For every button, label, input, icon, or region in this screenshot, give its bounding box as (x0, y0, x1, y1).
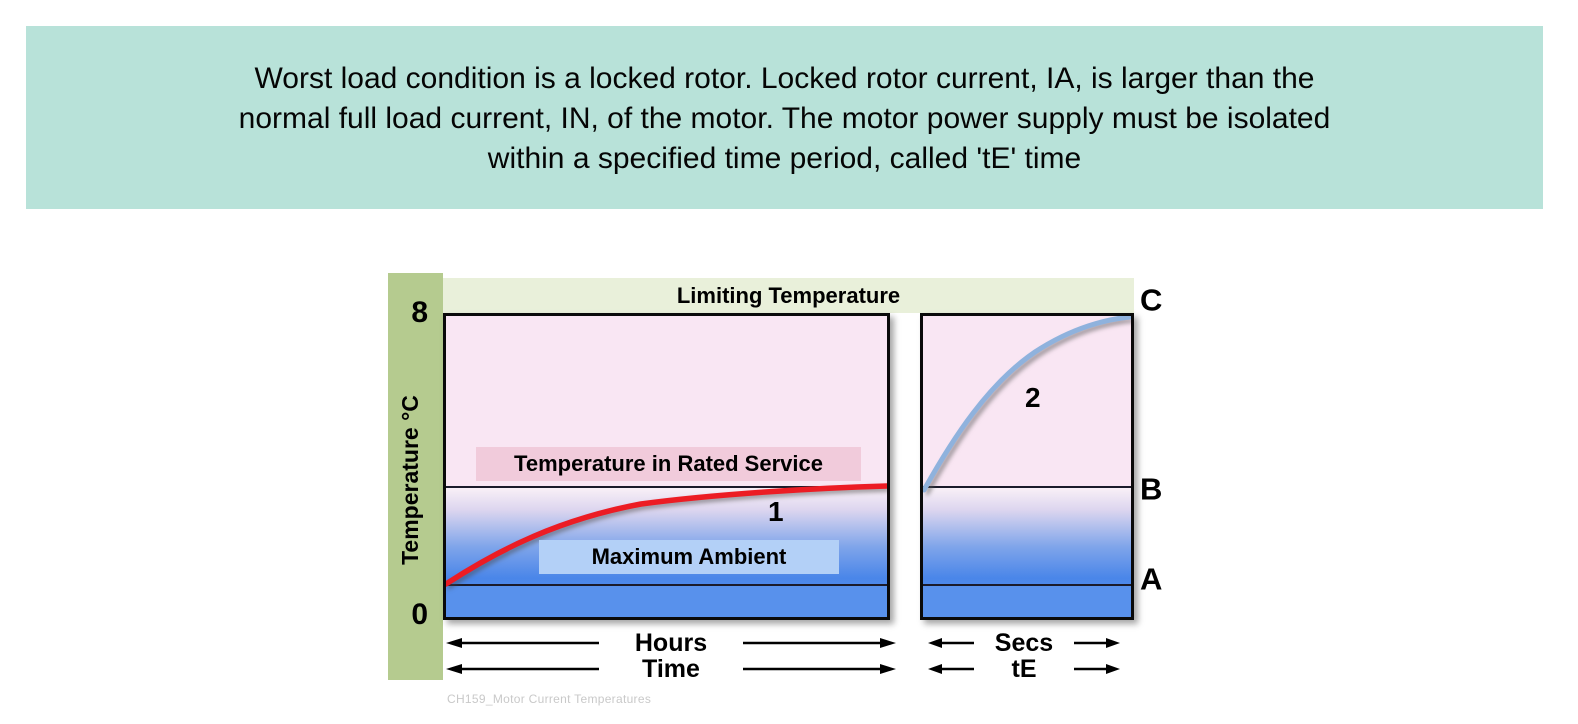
ambient-level-line (446, 584, 887, 586)
motor-temperature-diagram: 8 0 Temperature °C Limiting Temperature … (388, 273, 1178, 723)
point-label-b: B (1140, 471, 1163, 507)
hours-chart: Temperature in Rated Service Maximum Amb… (443, 313, 890, 620)
figure-caption: CH159_Motor Current Temperatures (447, 692, 652, 706)
left-arrow-icon (928, 638, 974, 648)
rated-service-level-line (923, 486, 1131, 488)
banner: Worst load condition is a locked rotor. … (26, 26, 1543, 209)
banner-text-line: within a specified time period, called '… (487, 142, 1082, 175)
secs-axis-row: Secs (928, 630, 1120, 656)
y-axis-sidebar (388, 273, 443, 680)
right-arrow-icon (743, 664, 896, 674)
time-axis-row: Time (446, 656, 896, 682)
banner-text-line: normal full load current, IN, of the mot… (238, 102, 1331, 135)
rated-service-heating-curve (446, 483, 887, 587)
ambient-gradient-zone (923, 488, 1131, 586)
curve-2-label: 2 (1025, 382, 1041, 413)
ambient-level-line (923, 584, 1131, 586)
hours-axis-label: Hours (634, 629, 708, 657)
time-axis-label: Time (642, 655, 700, 683)
te-axis-label: tE (1011, 655, 1037, 683)
hours-axis-row: Hours (446, 630, 896, 656)
below-ambient-zone (446, 586, 887, 617)
rated-service-level-line (446, 486, 887, 488)
maximum-ambient-label-box: Maximum Ambient (539, 540, 839, 574)
point-label-c: C (1140, 282, 1163, 318)
y-axis-top-tick: 8 (411, 296, 428, 329)
curve-1-label: 1 (768, 496, 784, 527)
point-label-a: A (1140, 561, 1163, 597)
limiting-temperature-band: Limiting Temperature (443, 278, 1134, 313)
te-axis-row: tE (928, 656, 1120, 682)
rated-service-label-box: Temperature in Rated Service (476, 447, 861, 481)
locked-rotor-chart: 2 (920, 313, 1134, 620)
left-arrow-icon (928, 664, 974, 674)
banner-text-line: Worst load condition is a locked rotor. … (254, 62, 1315, 95)
left-arrow-icon (446, 664, 599, 674)
y-axis-title: Temperature °C (397, 395, 423, 565)
right-arrow-icon (742, 638, 896, 648)
secs-axis-label: Secs (994, 629, 1054, 657)
locked-rotor-heating-curve (923, 316, 1131, 493)
right-arrow-icon (1074, 664, 1120, 674)
right-arrow-icon (1073, 638, 1120, 648)
below-ambient-zone (923, 586, 1131, 617)
y-axis-bottom-tick: 0 (411, 598, 428, 631)
left-arrow-icon (446, 638, 599, 648)
